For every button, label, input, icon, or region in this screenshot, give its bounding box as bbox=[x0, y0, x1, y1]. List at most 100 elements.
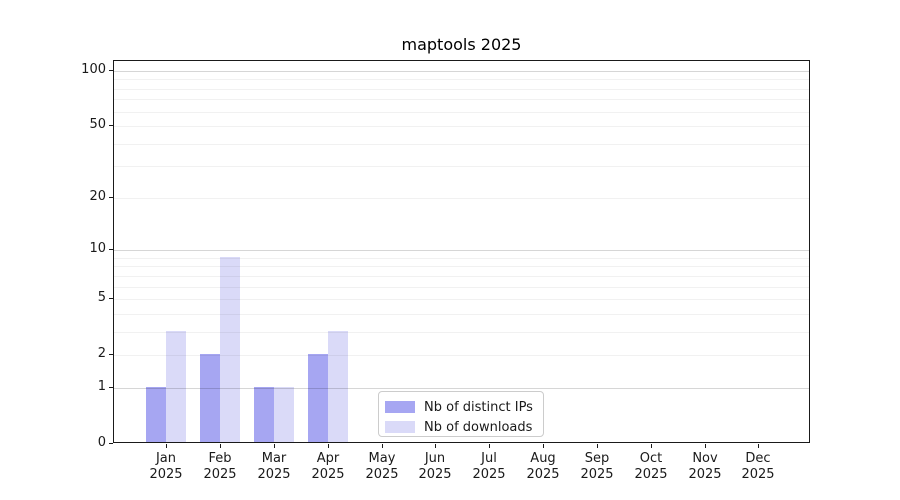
legend-label-distinct-ips: Nb of distinct IPs bbox=[424, 399, 533, 415]
x-tick-mark bbox=[274, 444, 275, 448]
x-tick-label: Jan 2025 bbox=[136, 451, 196, 483]
minor-gridline bbox=[114, 99, 809, 100]
x-tick-year: 2025 bbox=[203, 467, 237, 482]
y-tick-mark bbox=[109, 249, 113, 250]
bar-downloads bbox=[220, 256, 241, 442]
bar-distinct-ips bbox=[307, 354, 328, 442]
x-tick-year: 2025 bbox=[149, 467, 183, 482]
x-tick-year: 2025 bbox=[634, 467, 668, 482]
legend-swatch-distinct-ips bbox=[385, 401, 415, 413]
x-tick-label: Mar 2025 bbox=[244, 451, 304, 483]
minor-gridline bbox=[114, 314, 809, 315]
x-tick-month: May bbox=[368, 451, 396, 466]
bar-distinct-ips bbox=[146, 386, 167, 442]
bar-downloads bbox=[166, 330, 187, 442]
x-tick-label: Aug 2025 bbox=[513, 451, 573, 483]
x-tick-label: Jul 2025 bbox=[459, 451, 519, 483]
minor-gridline bbox=[114, 166, 809, 167]
plot-area bbox=[113, 60, 810, 443]
y-tick-label: 1 bbox=[97, 379, 106, 394]
x-tick-month: Mar bbox=[261, 451, 287, 466]
x-tick-label: Dec 2025 bbox=[728, 451, 788, 483]
x-tick-year: 2025 bbox=[418, 467, 452, 482]
legend-item: Nb of downloads bbox=[385, 419, 543, 435]
legend-item: Nb of distinct IPs bbox=[385, 399, 543, 415]
x-tick-mark bbox=[382, 444, 383, 448]
x-tick-mark bbox=[597, 444, 598, 448]
legend-label-downloads: Nb of downloads bbox=[424, 419, 533, 435]
x-tick-label: Feb 2025 bbox=[190, 451, 250, 483]
x-tick-label: Nov 2025 bbox=[675, 451, 735, 483]
grid-layer bbox=[114, 61, 809, 442]
y-tick-label: 0 bbox=[97, 435, 106, 450]
minor-gridline bbox=[114, 299, 809, 300]
y-tick-label: 10 bbox=[89, 241, 106, 256]
x-tick-label: Apr 2025 bbox=[298, 451, 358, 483]
x-tick-month: Aug bbox=[530, 451, 556, 466]
y-tick-mark bbox=[109, 387, 113, 388]
x-tick-label: May 2025 bbox=[352, 451, 412, 483]
x-tick-mark bbox=[651, 444, 652, 448]
x-tick-month: Nov bbox=[692, 451, 718, 466]
x-tick-year: 2025 bbox=[365, 467, 399, 482]
minor-gridline bbox=[114, 79, 809, 80]
y-tick-mark bbox=[109, 354, 113, 355]
minor-gridline bbox=[114, 355, 809, 356]
bars-layer bbox=[114, 61, 809, 442]
minor-gridline bbox=[114, 332, 809, 333]
y-tick-mark bbox=[109, 298, 113, 299]
bar-distinct-ips bbox=[200, 354, 221, 442]
x-tick-year: 2025 bbox=[580, 467, 614, 482]
minor-gridline bbox=[114, 144, 809, 145]
minor-gridline bbox=[114, 287, 809, 288]
minor-gridline bbox=[114, 126, 809, 127]
x-tick-mark bbox=[435, 444, 436, 448]
major-gridline bbox=[114, 250, 809, 251]
bar-downloads bbox=[274, 386, 295, 442]
x-tick-year: 2025 bbox=[311, 467, 345, 482]
x-tick-year: 2025 bbox=[526, 467, 560, 482]
minor-gridline bbox=[114, 198, 809, 199]
x-tick-mark bbox=[758, 444, 759, 448]
minor-gridline bbox=[114, 258, 809, 259]
x-tick-mark bbox=[705, 444, 706, 448]
x-tick-month: Apr bbox=[316, 451, 340, 466]
x-tick-mark bbox=[489, 444, 490, 448]
x-tick-mark bbox=[166, 444, 167, 448]
major-gridline bbox=[114, 71, 809, 72]
bar-distinct-ips bbox=[254, 386, 275, 442]
minor-gridline bbox=[114, 112, 809, 113]
y-tick-label: 5 bbox=[97, 290, 106, 305]
x-tick-year: 2025 bbox=[257, 467, 291, 482]
x-tick-month: Jul bbox=[481, 451, 497, 466]
y-tick-mark bbox=[109, 197, 113, 198]
x-tick-mark bbox=[543, 444, 544, 448]
x-tick-month: Jun bbox=[424, 451, 446, 466]
chart-title: maptools 2025 bbox=[401, 35, 522, 54]
x-tick-year: 2025 bbox=[472, 467, 506, 482]
y-tick-label: 20 bbox=[89, 189, 106, 204]
x-tick-year: 2025 bbox=[741, 467, 775, 482]
y-tick-mark bbox=[109, 70, 113, 71]
x-tick-label: Sep 2025 bbox=[567, 451, 627, 483]
x-tick-month: Feb bbox=[208, 451, 232, 466]
x-tick-month: Oct bbox=[639, 451, 663, 466]
y-tick-label: 50 bbox=[89, 117, 106, 132]
x-tick-label: Oct 2025 bbox=[621, 451, 681, 483]
y-tick-label: 2 bbox=[97, 346, 106, 361]
legend: Nb of distinct IPs Nb of downloads bbox=[378, 391, 544, 437]
bar-downloads bbox=[327, 330, 348, 442]
legend-swatch-downloads bbox=[385, 421, 415, 433]
y-tick-mark bbox=[109, 443, 113, 444]
x-tick-month: Jan bbox=[155, 451, 177, 466]
x-tick-month: Sep bbox=[584, 451, 610, 466]
x-tick-label: Jun 2025 bbox=[405, 451, 465, 483]
x-tick-year: 2025 bbox=[688, 467, 722, 482]
major-gridline bbox=[114, 388, 809, 389]
x-tick-mark bbox=[328, 444, 329, 448]
x-tick-mark bbox=[220, 444, 221, 448]
minor-gridline bbox=[114, 276, 809, 277]
minor-gridline bbox=[114, 89, 809, 90]
minor-gridline bbox=[114, 266, 809, 267]
